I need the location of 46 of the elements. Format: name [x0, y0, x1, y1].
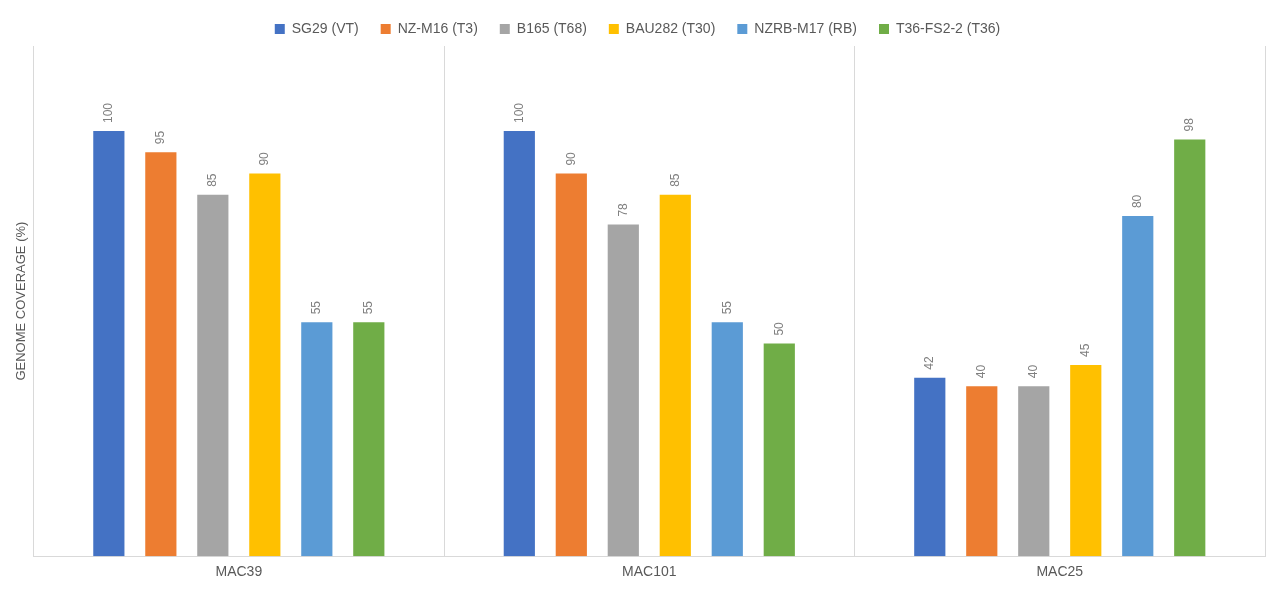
bar: [93, 131, 125, 557]
bar: [1070, 364, 1102, 557]
data-label: 90: [257, 151, 272, 166]
bar: [659, 194, 691, 557]
legend-label: NZRB-M17 (RB): [754, 19, 857, 36]
data-label: 90: [563, 151, 578, 166]
data-label: 55: [309, 300, 324, 315]
bar: [353, 322, 385, 557]
data-label: 40: [1026, 364, 1041, 379]
legend-label: BAU282 (T30): [625, 19, 716, 36]
data-label: 100: [511, 102, 526, 124]
bar: [1174, 139, 1206, 557]
data-label: 100: [101, 102, 116, 124]
bar: [1018, 386, 1050, 557]
x-tick-label: MAC39: [215, 563, 263, 580]
bar: [145, 152, 177, 557]
data-label: 85: [667, 173, 682, 187]
data-label: 45: [1078, 343, 1093, 357]
data-label: 95: [153, 130, 168, 145]
bar: [966, 386, 998, 557]
x-tick-label: MAC101: [622, 563, 677, 580]
data-label: 98: [1182, 117, 1197, 132]
data-label: 55: [361, 300, 376, 315]
legend-label: T36-FS2-2 (T36): [895, 19, 1001, 36]
bar: [1122, 216, 1154, 557]
y-axis-title: GENOME COVERAGE (%): [13, 221, 29, 381]
bar: [555, 173, 587, 557]
data-label: 80: [1130, 194, 1145, 209]
bar: [197, 194, 229, 557]
x-tick-label: MAC25: [1036, 563, 1084, 580]
data-label: 85: [205, 173, 220, 187]
data-label: 78: [615, 202, 630, 217]
data-label: 50: [771, 321, 786, 336]
legend-label: B165 (T68): [516, 19, 587, 36]
legend-label: NZ-M16 (T3): [397, 19, 478, 36]
bar: [711, 322, 743, 557]
legend-label: SG29 (VT): [291, 19, 359, 36]
bar: [301, 322, 333, 557]
bar: [607, 224, 639, 557]
data-label: 40: [974, 364, 989, 379]
data-label: 42: [922, 355, 937, 370]
data-label: 55: [719, 300, 734, 315]
bar: [914, 377, 946, 557]
bar: [763, 343, 795, 557]
bar: [503, 131, 535, 557]
bar: [249, 173, 281, 557]
